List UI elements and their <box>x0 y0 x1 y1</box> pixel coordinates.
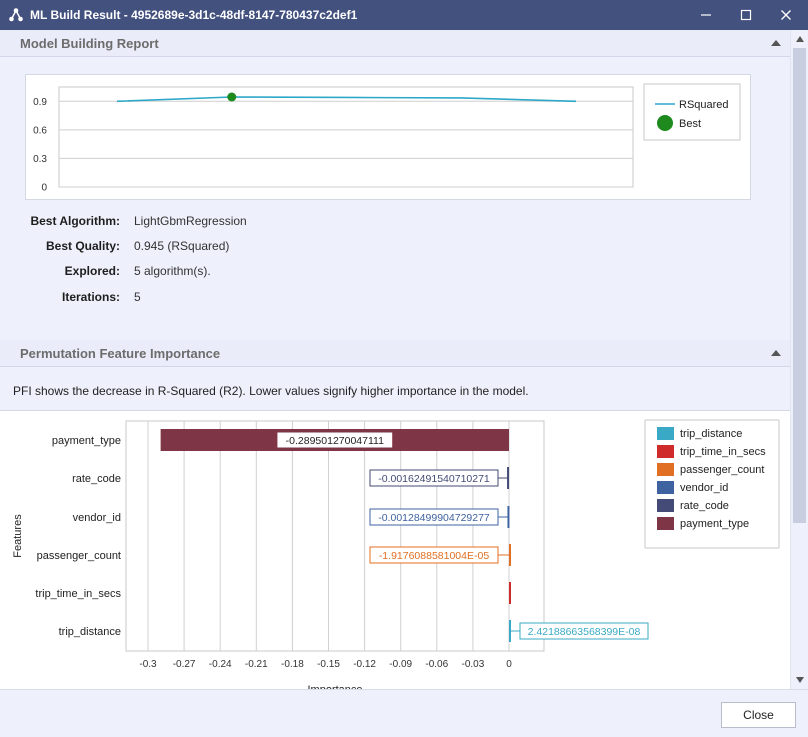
data-label-box <box>369 469 499 487</box>
legend-label-rsquared: RSquared <box>679 99 729 111</box>
data-label: -0.00128499904729277 <box>378 512 490 524</box>
iterations-value: 5 <box>134 290 141 304</box>
bar <box>509 582 511 604</box>
maximize-icon <box>740 9 752 21</box>
dialog-footer: Close <box>0 689 808 737</box>
category-label: vendor_id <box>73 512 121 524</box>
close-window-button[interactable] <box>766 0 806 30</box>
rsquared-chart-svg: 0 0.3 0.6 0.9 RSquared Best <box>33 83 741 194</box>
legend-label: trip_distance <box>680 428 742 440</box>
data-label: -1.9176088581004E-05 <box>379 550 490 562</box>
x-tick-label: -0.09 <box>389 659 412 670</box>
scrollbar-thumb[interactable] <box>793 48 806 523</box>
pfi-title: Permutation Feature Importance <box>20 346 221 361</box>
data-label-box <box>276 431 394 449</box>
x-tick-label: -0.03 <box>462 659 485 670</box>
chevron-up-icon[interactable] <box>770 348 782 358</box>
best-point-marker <box>227 92 237 102</box>
report-content: Model Building Report 0 0.3 0.6 0.9 RSquared… <box>0 30 790 689</box>
y-tick-label: 0.9 <box>33 97 47 108</box>
x-tick-label: -0.27 <box>173 659 196 670</box>
x-tick-label: -0.21 <box>245 659 268 670</box>
data-label-box <box>369 546 499 564</box>
y-tick-label: 0.6 <box>33 125 47 136</box>
category-label: rate_code <box>72 473 121 485</box>
best-algorithm-value: LightGbmRegression <box>134 214 247 228</box>
legend-label: passenger_count <box>680 464 764 476</box>
model-report-title: Model Building Report <box>20 36 159 51</box>
scroll-up-icon[interactable] <box>795 35 805 43</box>
legend-swatch-best <box>657 115 673 131</box>
explored-label: Explored: <box>64 264 120 278</box>
pfi-description: PFI shows the decrease in R-Squared (R2)… <box>13 384 529 398</box>
x-tick-label: -0.06 <box>425 659 448 670</box>
category-label: passenger_count <box>37 550 121 562</box>
data-label-box <box>519 622 649 640</box>
x-tick-label: -0.24 <box>209 659 232 670</box>
legend-label: vendor_id <box>680 482 728 494</box>
plot-area <box>58 86 634 188</box>
data-label: -0.289501270047111 <box>286 435 384 447</box>
pfi-header[interactable]: Permutation Feature Importance <box>0 340 790 367</box>
close-icon <box>781 10 791 20</box>
category-label: trip_distance <box>59 626 121 638</box>
legend-label-best: Best <box>679 118 701 130</box>
minimize-button[interactable] <box>686 0 726 30</box>
maximize-button[interactable] <box>726 0 766 30</box>
minimize-icon <box>701 14 711 16</box>
best-quality-label: Best Quality: <box>45 239 120 253</box>
chevron-up-icon[interactable] <box>770 38 782 48</box>
legend-swatch <box>657 517 674 530</box>
legend-swatch <box>657 445 674 458</box>
rsquared-chart: 0 0.3 0.6 0.9 RSquared Best <box>25 74 751 200</box>
y-tick-label: 0.3 <box>33 154 47 165</box>
scroll-down-icon[interactable] <box>795 676 805 684</box>
chart-legend <box>643 83 741 141</box>
legend-label: payment_type <box>680 518 749 530</box>
legend-swatch <box>657 463 674 476</box>
y-tick-label: 0 <box>41 183 47 194</box>
category-label: trip_time_in_secs <box>35 588 121 600</box>
vertical-scrollbar[interactable] <box>790 30 808 689</box>
iterations-label: Iterations: <box>61 290 120 304</box>
x-axis-title: Importance <box>307 684 362 689</box>
x-tick-label: -0.3 <box>139 659 157 670</box>
legend-label: trip_time_in_secs <box>680 446 766 458</box>
legend-swatch <box>657 499 674 512</box>
title-bar: ML Build Result - 4952689e-3d1c-48df-814… <box>0 0 808 30</box>
data-label: 2.42188663568399E-08 <box>528 626 641 638</box>
best-quality-value: 0.945 (RSquared) <box>134 239 230 253</box>
explored-value: 5 algorithm(s). <box>134 264 211 278</box>
close-button[interactable]: Close <box>721 702 796 728</box>
data-label: -0.00162491540710271 <box>378 473 490 485</box>
rsquared-series-line <box>116 96 577 103</box>
legend-swatch <box>657 481 674 494</box>
x-tick-label: -0.12 <box>353 659 376 670</box>
legend-label: rate_code <box>680 500 729 512</box>
x-tick-label: -0.15 <box>317 659 340 670</box>
window-title: ML Build Result - 4952689e-3d1c-48df-814… <box>30 8 358 22</box>
legend-swatch <box>657 427 674 440</box>
pfi-chart-svg: -0.3 -0.27 -0.24 -0.21 -0.18 -0.15 -0.12 -0.09 -… <box>12 419 780 689</box>
plot-area <box>125 420 545 652</box>
app-logo-icon <box>9 8 23 22</box>
bar <box>508 544 511 566</box>
best-algorithm-label: Best Algorithm: <box>30 214 120 228</box>
data-label-box <box>369 508 499 526</box>
category-label: payment_type <box>52 435 121 447</box>
model-report-header[interactable]: Model Building Report <box>0 30 790 57</box>
pfi-chart: -0.3 -0.27 -0.24 -0.21 -0.18 -0.15 -0.12 -0.09 -… <box>0 410 790 689</box>
y-axis-title: Features <box>12 514 24 558</box>
x-tick-label: 0 <box>506 659 512 670</box>
x-tick-label: -0.18 <box>281 659 304 670</box>
